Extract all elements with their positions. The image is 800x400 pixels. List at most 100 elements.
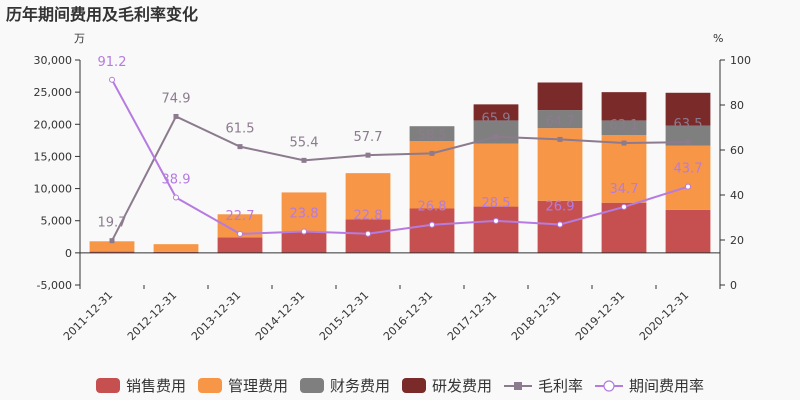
data-label-0: 61.5	[226, 122, 255, 137]
legend-marker	[514, 382, 522, 390]
data-label-0: 58.5	[418, 128, 447, 143]
x-tick-label: 2013-12-31	[189, 289, 243, 343]
x-tick-label: 2012-12-31	[125, 289, 179, 343]
left-unit-label: 万	[74, 32, 85, 45]
legend-label: 管理费用	[228, 377, 288, 395]
data-label-0: 63.5	[674, 117, 703, 132]
x-tick-label: 2011-12-31	[61, 289, 115, 343]
legend-swatch	[96, 378, 120, 393]
bar-0	[473, 206, 519, 253]
data-label-0: 19.7	[98, 216, 127, 231]
line-marker-0	[621, 140, 627, 146]
line-marker-0	[109, 238, 115, 244]
line-marker-0	[365, 152, 371, 158]
right-tick-label: 0	[730, 279, 737, 292]
x-tick-label: 2014-12-31	[253, 289, 307, 343]
line-marker-1	[685, 183, 691, 190]
legend-label: 期间费用率	[629, 377, 704, 395]
line-marker-0	[493, 134, 499, 140]
bar-0	[281, 232, 327, 253]
data-label-1: 38.9	[162, 172, 191, 187]
bar-1	[345, 173, 391, 220]
bar-1	[473, 143, 519, 207]
legend-swatch	[402, 378, 426, 393]
line-marker-1	[621, 203, 627, 210]
bar-1	[601, 135, 647, 203]
x-tick-label: 2017-12-31	[445, 289, 499, 343]
line-marker-0	[557, 136, 563, 142]
left-tick-label: 20,000	[34, 118, 73, 131]
bar-1	[217, 214, 263, 238]
data-label-1: 23.8	[290, 206, 319, 221]
bar-0	[665, 209, 711, 253]
data-label-1: 22.7	[226, 209, 255, 224]
bar-3	[601, 92, 647, 121]
line-marker-1	[109, 76, 115, 83]
right-tick-label: 20	[730, 234, 744, 247]
line-marker-1	[429, 221, 435, 228]
left-tick-label: 0	[65, 247, 72, 260]
right-tick-label: 40	[730, 189, 744, 202]
line-marker-0	[237, 144, 243, 150]
legend-label: 毛利率	[538, 377, 583, 395]
left-tick-label: 10,000	[34, 183, 73, 196]
bar-3	[665, 92, 711, 126]
left-tick-label: 25,000	[34, 86, 73, 99]
data-label-1: 26.8	[418, 200, 447, 215]
data-label-0: 63.1	[610, 118, 639, 133]
x-tick-label: 2019-12-31	[573, 289, 627, 343]
x-tick-label: 2020-12-31	[637, 289, 691, 343]
line-marker-1	[173, 194, 179, 201]
line-marker-1	[557, 221, 563, 228]
data-label-0: 57.7	[354, 130, 383, 145]
x-tick-label: 2016-12-31	[381, 289, 435, 343]
data-label-1: 22.8	[354, 209, 383, 224]
legend-label: 研发费用	[432, 377, 492, 395]
right-tick-label: 100	[730, 54, 751, 67]
legend-label: 财务费用	[330, 377, 390, 395]
left-tick-label: 30,000	[34, 54, 73, 67]
bar-3	[537, 82, 583, 111]
line-marker-1	[493, 217, 499, 224]
bar-1	[281, 192, 327, 233]
bar-2	[665, 125, 711, 146]
right-tick-label: 80	[730, 99, 744, 112]
data-label-1: 28.5	[482, 196, 511, 211]
legend-label: 销售费用	[126, 377, 186, 395]
left-tick-label: 5,000	[41, 215, 73, 228]
line-marker-0	[173, 113, 179, 119]
left-tick-label: 15,000	[34, 150, 73, 163]
bar-0	[89, 251, 135, 253]
legend-swatch	[300, 378, 324, 393]
data-label-1: 34.7	[610, 182, 639, 197]
legend-swatch	[198, 378, 222, 393]
x-tick-label: 2018-12-31	[509, 289, 563, 343]
data-label-1: 26.9	[546, 199, 575, 214]
line-series-1	[111, 79, 689, 235]
bar-0	[409, 208, 455, 253]
line-marker-0	[301, 157, 307, 163]
line-marker-0	[429, 150, 435, 156]
data-label-0: 65.9	[482, 112, 511, 127]
bar-0	[217, 237, 263, 253]
line-series-0	[111, 115, 689, 242]
data-label-0: 55.4	[290, 135, 319, 150]
line-marker-0	[685, 139, 691, 145]
bar-1	[153, 244, 199, 252]
chart-title: 历年期间费用及毛利率变化	[6, 5, 198, 24]
data-label-1: 91.2	[98, 55, 127, 70]
right-unit-label: %	[713, 32, 723, 45]
bar-1	[89, 241, 135, 252]
legend-marker	[603, 380, 615, 392]
line-marker-1	[301, 228, 307, 235]
right-tick-label: 60	[730, 144, 744, 157]
line-marker-1	[365, 230, 371, 237]
line-marker-1	[237, 230, 243, 237]
data-label-1: 43.7	[674, 162, 703, 177]
x-tick-label: 2015-12-31	[317, 289, 371, 343]
bar-2	[601, 120, 647, 136]
bar-2	[409, 126, 455, 141]
bar-3	[473, 104, 519, 121]
left-tick-label: -5,000	[37, 279, 72, 292]
